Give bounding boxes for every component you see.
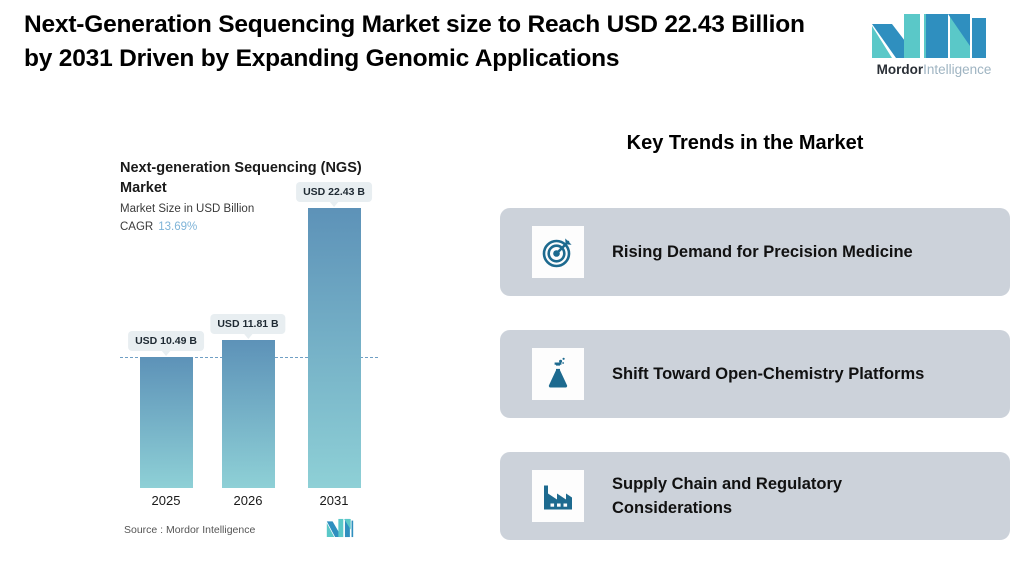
brand-word-light: Intelligence [923, 62, 992, 77]
bar-2025 [139, 356, 193, 488]
chart-title: Next-generation Sequencing (NGS) Market [120, 160, 362, 196]
bar-2031 [307, 207, 361, 488]
cagr-label: CAGR [120, 221, 154, 233]
x-axis-tick-2026: 2026 [233, 493, 263, 508]
bar-value-label-2025: USD 10.49 B [128, 330, 204, 356]
chart-cagr: CAGR 13.69% [120, 221, 197, 233]
cagr-value: 13.69% [158, 221, 198, 233]
bar-value-label-2026: USD 11.81 B [210, 314, 286, 340]
chart-subtitle: Market Size in USD Billion [120, 203, 255, 215]
brand-wordmark: MordorIntelligence [858, 62, 1010, 77]
header: Next-Generation Sequencing Market size t… [0, 0, 1030, 118]
trend-card-3[interactable]: Supply Chain and Regulatory Consideratio… [500, 452, 1010, 540]
bar-chart-plot: USD 10.49 B 2025 USD 11.81 B 2026 USD 22.43 … [0, 118, 480, 570]
trend-card-1[interactable]: Rising Demand for Precision Medicine [500, 208, 1010, 296]
x-axis-tick-2031: 2031 [319, 493, 349, 508]
chart-source: Source : Mordor Intelligence [124, 524, 256, 536]
target-icon [532, 226, 584, 278]
key-trends-panel: Key Trends in the Market Rising Demand f… [480, 118, 1030, 570]
trend-card-label-2: Shift Toward Open-Chemistry Platforms [612, 365, 925, 383]
chart-panel: Next-generation Sequencing (NGS) Market … [0, 118, 480, 570]
trend-card-2[interactable]: Shift Toward Open-Chemistry Platforms [500, 330, 1010, 418]
key-trends-heading: Key Trends in the Market [626, 132, 864, 154]
mordor-intelligence-logo-icon [872, 14, 986, 58]
x-axis-tick-2025: 2025 [151, 493, 181, 508]
flask-icon [532, 348, 584, 400]
factory-icon [532, 470, 584, 522]
bar-value-label-2031: USD 22.43 B [296, 181, 372, 207]
brand-logo: MordorIntelligence [858, 12, 1010, 84]
brand-word-bold: Mordor [876, 62, 924, 77]
trend-card-label-3: Supply Chain and Regulatory Consideratio… [612, 475, 843, 517]
trend-card-label-1: Rising Demand for Precision Medicine [612, 243, 913, 261]
bar-2026 [221, 340, 275, 488]
page-title: Next-Generation Sequencing Market size t… [24, 11, 805, 72]
mordor-intelligence-mark-icon [326, 518, 354, 538]
